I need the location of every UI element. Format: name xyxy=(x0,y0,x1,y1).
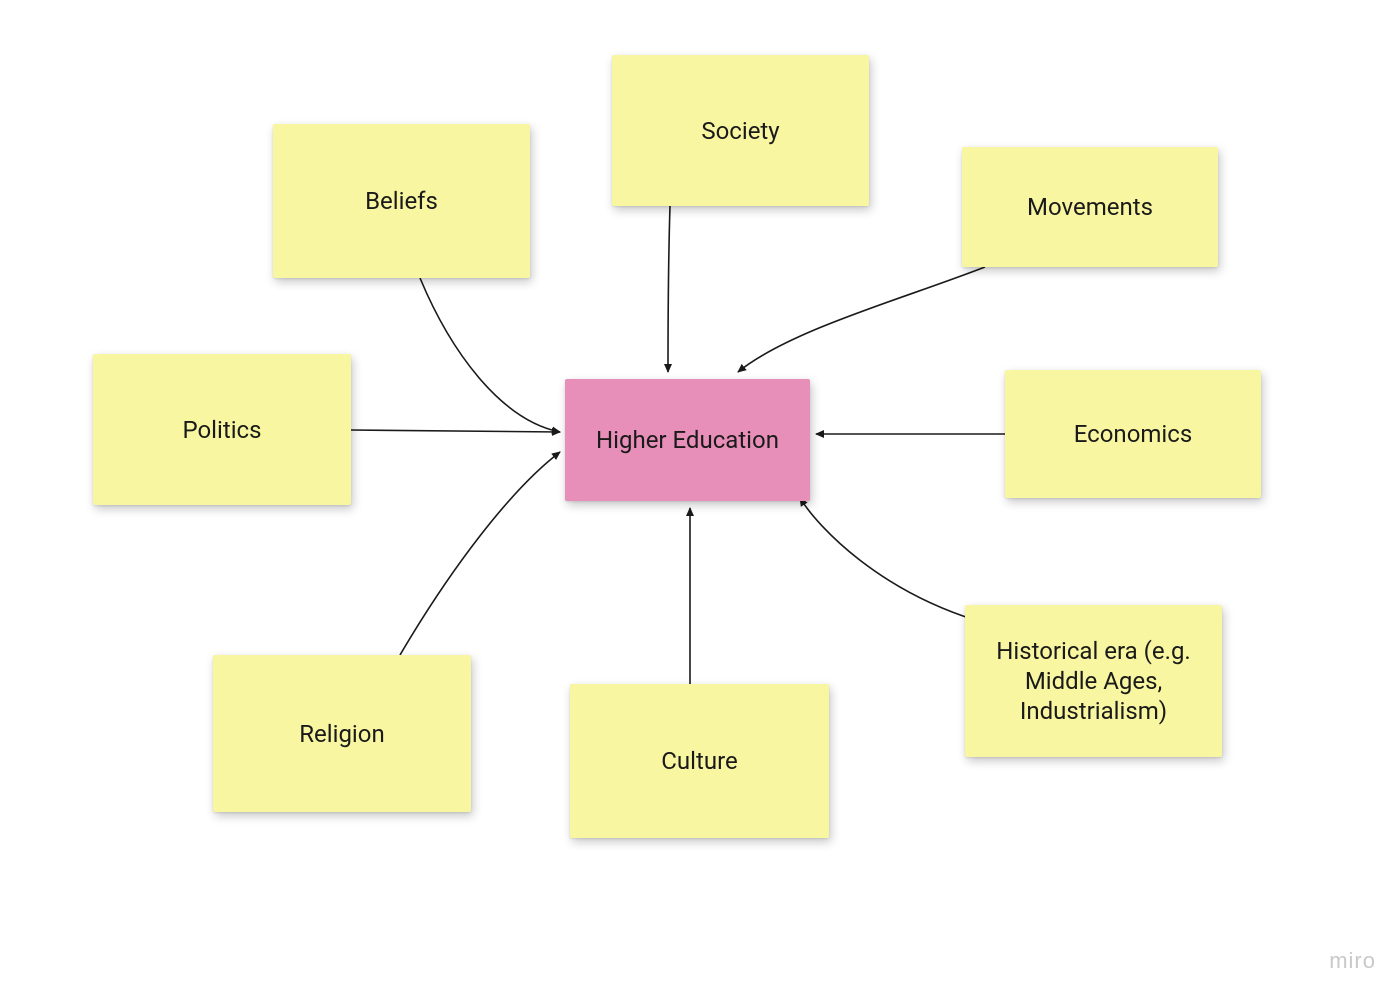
sticky-religion[interactable]: Religion xyxy=(213,655,471,812)
sticky-label: Economics xyxy=(1074,419,1192,449)
edge-movements xyxy=(738,267,985,372)
edge-beliefs xyxy=(420,278,560,432)
edge-religion xyxy=(400,452,560,655)
sticky-higher-education[interactable]: Higher Education xyxy=(565,379,810,501)
sticky-label: Higher Education xyxy=(596,425,779,455)
edge-society xyxy=(668,206,670,372)
sticky-beliefs[interactable]: Beliefs xyxy=(273,124,530,278)
sticky-label: Beliefs xyxy=(365,186,438,216)
sticky-label: Culture xyxy=(661,746,737,776)
sticky-culture[interactable]: Culture xyxy=(570,684,829,838)
edge-historical xyxy=(800,498,975,620)
sticky-label: Society xyxy=(701,116,779,146)
diagram-canvas[interactable]: Beliefs Society Movements Politics Economics… xyxy=(0,0,1400,992)
sticky-label: Historical era (e.g. Middle Ages, Indust… xyxy=(981,636,1206,726)
miro-watermark: miro xyxy=(1329,948,1376,974)
sticky-society[interactable]: Society xyxy=(612,55,869,206)
edge-politics xyxy=(351,430,560,432)
sticky-politics[interactable]: Politics xyxy=(93,354,351,505)
sticky-label: Movements xyxy=(1027,192,1153,222)
sticky-label: Politics xyxy=(183,415,262,445)
sticky-historical[interactable]: Historical era (e.g. Middle Ages, Indust… xyxy=(965,605,1222,757)
sticky-movements[interactable]: Movements xyxy=(962,147,1218,267)
sticky-economics[interactable]: Economics xyxy=(1005,370,1261,498)
sticky-label: Religion xyxy=(299,719,384,749)
